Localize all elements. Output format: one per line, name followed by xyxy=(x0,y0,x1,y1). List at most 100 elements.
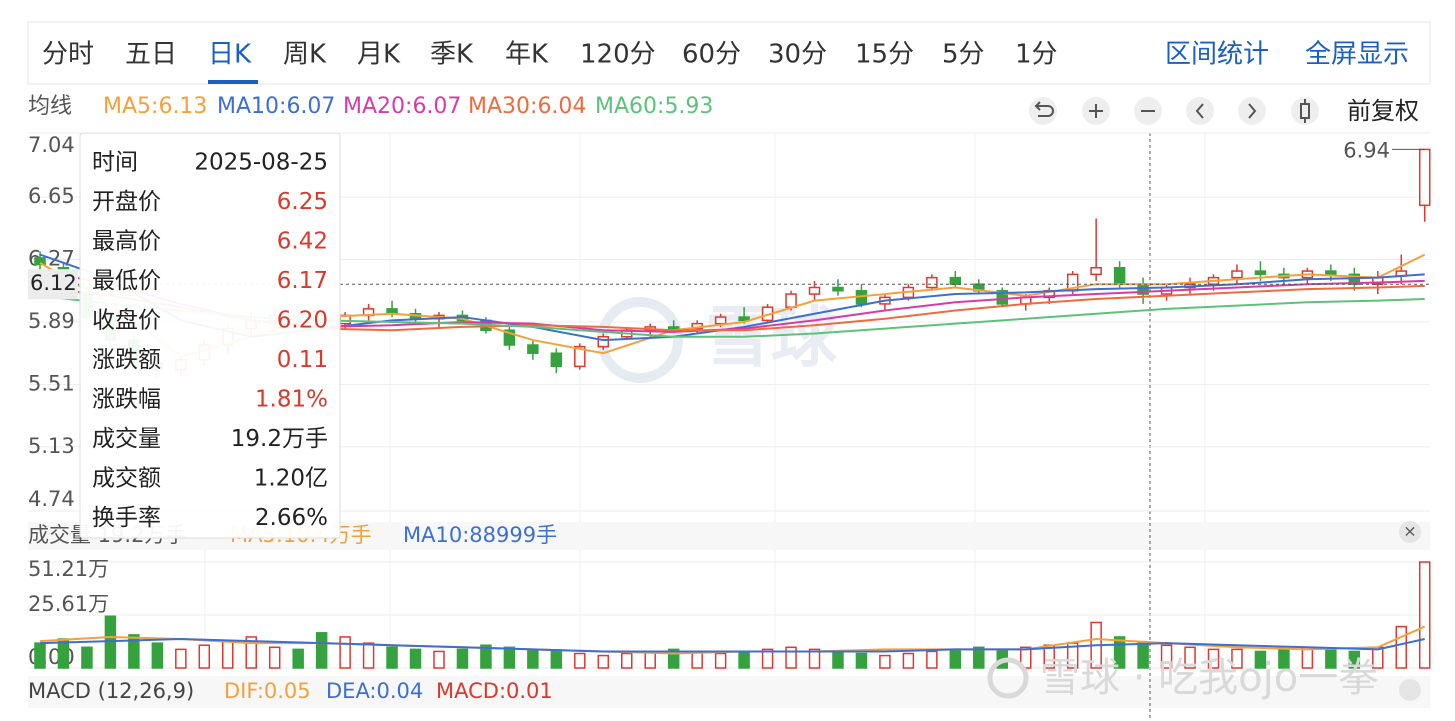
volume-bar xyxy=(128,634,140,669)
footer-logo xyxy=(987,657,1029,699)
volume-bar xyxy=(808,648,821,669)
volume-bar xyxy=(1160,644,1173,669)
volume-bar xyxy=(926,650,938,669)
volume-bar xyxy=(503,646,516,669)
action[interactable]: 全屏显示 xyxy=(1305,40,1409,70)
volume-bar xyxy=(902,652,915,669)
last-price-label: 6.12 xyxy=(30,271,77,295)
tooltip-value: 6.17 xyxy=(277,268,328,294)
macd-header xyxy=(28,676,1430,708)
tab[interactable]: 季K xyxy=(430,40,474,70)
tab[interactable]: 60分 xyxy=(682,40,741,70)
max-price-label: 6.94 xyxy=(1343,138,1390,162)
volume-bar xyxy=(738,650,750,669)
volume-bar xyxy=(1231,648,1243,669)
tooltip-value: 0.11 xyxy=(277,347,328,373)
macd-label: DEA:0.04 xyxy=(326,679,423,703)
candle-body xyxy=(808,286,821,295)
tab[interactable]: 五日 xyxy=(125,40,177,70)
svg-text:×: × xyxy=(1403,522,1416,541)
toolbar[interactable] xyxy=(1029,97,1319,125)
tab-bar xyxy=(27,21,1431,85)
tab[interactable]: 周K xyxy=(283,40,327,70)
tab[interactable]: 日K xyxy=(208,40,252,70)
volume-bar xyxy=(574,652,586,669)
volume-bar xyxy=(339,636,351,669)
legend-entry: MA10:6.07 xyxy=(217,94,335,119)
volume-bar xyxy=(245,636,257,669)
volume-bar xyxy=(1395,625,1408,669)
volume-bar xyxy=(456,648,469,669)
candle-body xyxy=(832,286,844,292)
vertical-grid xyxy=(204,133,1206,668)
volume-bar xyxy=(714,652,727,669)
volume-bar xyxy=(1207,648,1220,669)
tooltip-label: 最低价 xyxy=(92,268,161,294)
tab[interactable]: 15分 xyxy=(855,40,914,70)
y-tick-label: 5.51 xyxy=(28,371,75,395)
y-tick-label: 5.89 xyxy=(28,309,75,333)
volume-bar xyxy=(1113,636,1126,669)
candle-body xyxy=(1418,148,1431,207)
tooltip-value: 1.81% xyxy=(255,387,328,413)
adjust[interactable]: 前复权 xyxy=(1347,97,1419,125)
candle-body xyxy=(503,329,516,346)
volume-bar xyxy=(973,646,985,669)
tab[interactable]: 分时 xyxy=(42,40,94,70)
toolbar-icons xyxy=(1034,99,1310,123)
volume-bar xyxy=(879,654,891,669)
tooltip-value: 6.25 xyxy=(277,189,328,215)
volume-bar xyxy=(34,642,46,669)
tab[interactable]: 30分 xyxy=(768,40,827,70)
candle-body xyxy=(574,345,586,368)
tab[interactable]: 5分 xyxy=(942,40,985,70)
tab[interactable]: 1分 xyxy=(1015,40,1058,70)
volume-bar xyxy=(761,648,774,669)
volume-bar xyxy=(667,648,680,669)
volume-bar xyxy=(433,650,445,669)
tooltip-label: 成交量 xyxy=(92,426,161,452)
tooltip-label: 成交额 xyxy=(92,466,161,492)
tooltip-label: 涨跌幅 xyxy=(92,387,161,413)
tab[interactable]: 年K xyxy=(505,40,549,70)
tooltip-value: 1.20亿 xyxy=(254,466,328,492)
y-tick-label: 25.61万 xyxy=(28,592,109,616)
candle-body xyxy=(949,276,962,285)
tooltip xyxy=(79,132,341,539)
volume-bar xyxy=(832,650,844,669)
action[interactable]: 区间统计 xyxy=(1165,40,1269,70)
tooltip-value: 6.20 xyxy=(277,308,328,334)
volume-bar xyxy=(198,644,211,669)
candle-body xyxy=(1325,270,1337,276)
ma-title: 均线 xyxy=(28,94,72,119)
volume-bar xyxy=(597,654,610,669)
y-tick-label: 5.13 xyxy=(28,434,75,458)
candle-body xyxy=(667,326,680,330)
candle-body xyxy=(1254,270,1267,276)
legend-entry: MA5:6.13 xyxy=(103,94,207,119)
close-buttons[interactable]: × xyxy=(1399,521,1421,701)
y-tick-label: 7.04 xyxy=(28,133,75,157)
tooltip-label: 收盘价 xyxy=(92,308,161,334)
tooltip-value: 2.66% xyxy=(255,505,328,531)
volume-bar xyxy=(550,650,563,669)
volume-bar xyxy=(175,648,187,669)
candle-body xyxy=(550,352,563,368)
candle-body xyxy=(996,290,1009,305)
y-tick-label: 51.21万 xyxy=(28,557,109,581)
volume-bar xyxy=(527,648,539,669)
macd-label: DIF:0.05 xyxy=(224,679,311,703)
tab[interactable]: 120分 xyxy=(580,40,656,70)
y-tick-label: 6.65 xyxy=(28,184,75,208)
tooltip-value: 2025-08-25 xyxy=(194,150,328,176)
candle-body xyxy=(1090,267,1102,276)
tab[interactable]: 月K xyxy=(357,40,401,70)
volume-bar xyxy=(855,652,868,669)
macd-title: MACD (12,26,9) xyxy=(28,679,194,703)
candle-body xyxy=(785,293,797,308)
y-tick-label: 4.74 xyxy=(28,487,75,511)
volume-bar xyxy=(315,632,328,669)
volume-bar xyxy=(785,646,797,669)
volume-bar xyxy=(949,648,962,669)
